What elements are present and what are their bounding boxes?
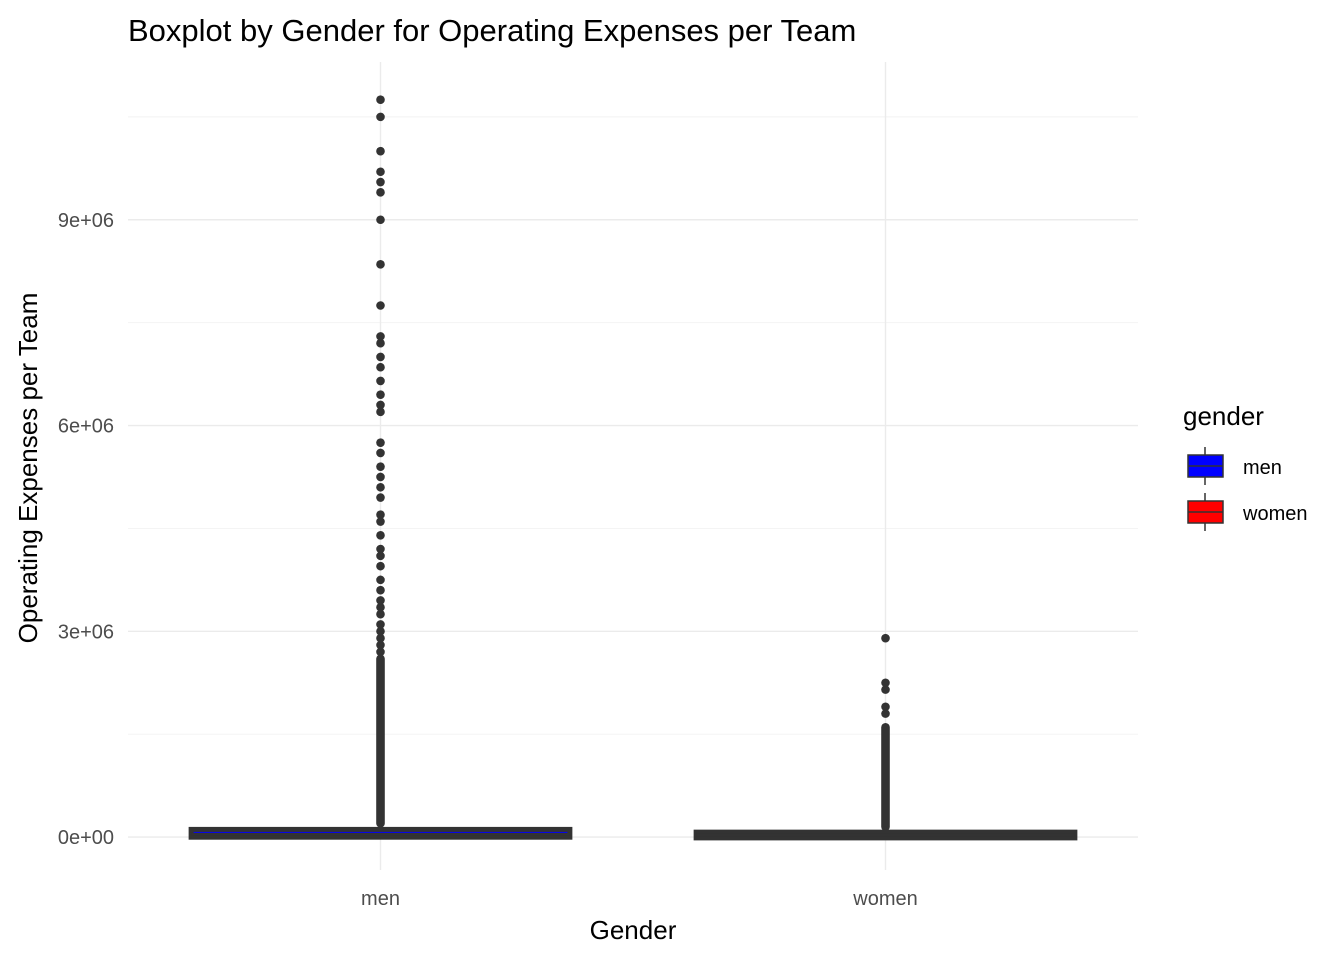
outlier-point bbox=[376, 482, 385, 492]
y-axis-title: Operating Expenses per Team bbox=[13, 293, 43, 644]
outlier-point bbox=[376, 301, 385, 310]
outlier-point bbox=[376, 510, 385, 519]
outlier-point bbox=[376, 472, 385, 482]
y-tick-label: 6e+06 bbox=[58, 416, 114, 438]
y-tick-label: 3e+06 bbox=[58, 621, 114, 643]
outlier-point bbox=[376, 561, 385, 571]
x-axis-title: Gender bbox=[590, 915, 677, 945]
outlier-point bbox=[376, 575, 385, 585]
outlier-point bbox=[376, 647, 385, 657]
outlier-point bbox=[376, 602, 385, 612]
outlier-cluster bbox=[376, 654, 385, 828]
outlier-cluster bbox=[881, 723, 890, 832]
outlier-point bbox=[376, 112, 385, 122]
outlier-point bbox=[376, 215, 385, 225]
outlier-point bbox=[376, 544, 385, 554]
outlier-point bbox=[376, 390, 385, 399]
outlier-point bbox=[376, 493, 385, 502]
outlier-point bbox=[376, 462, 385, 471]
outlier-point bbox=[376, 633, 385, 643]
outlier-point bbox=[376, 585, 385, 595]
legend-label: men bbox=[1243, 457, 1282, 479]
boxplot-women bbox=[693, 633, 1078, 841]
outlier-point bbox=[881, 678, 890, 688]
outlier-point bbox=[376, 627, 385, 636]
legend-title: gender bbox=[1183, 401, 1264, 431]
outlier-point bbox=[881, 633, 890, 643]
outlier-point bbox=[881, 702, 890, 712]
outlier-point bbox=[376, 376, 385, 386]
grid bbox=[128, 62, 1138, 870]
y-tick-label: 0e+00 bbox=[58, 827, 114, 849]
outlier-point bbox=[376, 551, 385, 561]
outlier-point bbox=[376, 620, 385, 629]
outlier-point bbox=[376, 407, 385, 417]
x-axis-ticks: men women bbox=[361, 888, 918, 910]
outlier-point bbox=[376, 362, 385, 372]
outlier-point bbox=[376, 167, 385, 177]
x-tick-label-women: women bbox=[852, 888, 917, 910]
outlier-point bbox=[376, 338, 385, 348]
legend-label: women bbox=[1242, 503, 1307, 525]
chart-title: Boxplot by Gender for Operating Expenses… bbox=[128, 13, 856, 48]
boxplot-men bbox=[188, 95, 573, 840]
outlier-point bbox=[376, 609, 385, 619]
outlier-point bbox=[376, 260, 385, 269]
outlier-point bbox=[376, 438, 385, 447]
legend-entries: men women bbox=[1187, 447, 1307, 531]
outlier-point bbox=[376, 146, 385, 156]
outlier-point bbox=[881, 709, 890, 718]
y-axis-ticks: 0e+00 3e+06 6e+06 9e+06 bbox=[58, 210, 114, 849]
boxplots bbox=[188, 95, 1078, 841]
legend-entry-men: men bbox=[1187, 447, 1282, 485]
outlier-point bbox=[376, 596, 385, 605]
x-tick-label-men: men bbox=[361, 888, 400, 910]
outlier-point bbox=[881, 685, 890, 694]
legend: gender men women bbox=[1183, 401, 1307, 531]
outlier-point bbox=[376, 177, 385, 187]
outlier-point bbox=[376, 95, 385, 105]
outlier-point bbox=[376, 530, 385, 540]
outlier-point bbox=[376, 517, 385, 526]
outlier-point bbox=[376, 448, 385, 458]
outlier-point bbox=[376, 332, 385, 341]
y-tick-label: 9e+06 bbox=[58, 210, 114, 232]
outlier-point bbox=[376, 352, 385, 362]
outlier-point bbox=[376, 400, 385, 410]
outlier-point bbox=[376, 188, 385, 197]
legend-entry-women: women bbox=[1187, 493, 1307, 531]
outlier-point bbox=[376, 640, 385, 650]
